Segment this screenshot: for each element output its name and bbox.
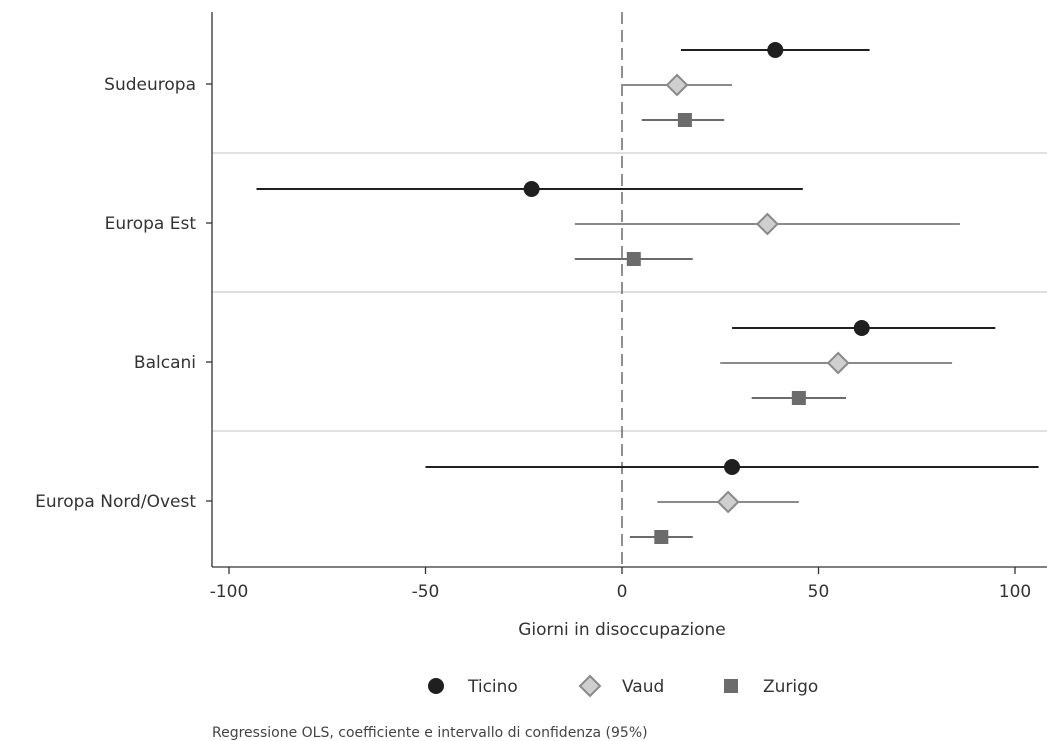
category-label-balcani: Balcani (134, 353, 196, 373)
point-ticino-balcani (853, 320, 870, 336)
point-ticino-sudeuropa (767, 42, 784, 58)
point-vaud-balcani (826, 351, 850, 375)
legend-label-vaud: Vaud (622, 677, 664, 697)
axes (211, 12, 1047, 568)
data-marks (256, 42, 1039, 544)
category-separators (212, 152, 1047, 432)
x-tick-label: -50 (412, 582, 440, 602)
legend-label-ticino: Ticino (467, 677, 518, 697)
x-tick-label: 100 (999, 582, 1031, 602)
point-ticino-europa-est (523, 181, 540, 197)
point-zurigo-europa-nord-ovest (654, 530, 669, 544)
point-ticino-europa-nord-ovest (724, 459, 741, 475)
x-axis-ticks: -100 -50 0 50 100 (210, 567, 1031, 602)
point-zurigo-europa-est (626, 252, 641, 266)
point-vaud-europa-nord-ovest (716, 490, 740, 514)
point-vaud-sudeuropa (665, 73, 689, 97)
point-vaud-europa-est (755, 212, 779, 236)
y-axis-categories: Sudeuropa Europa Est Balcani Europa Nord/Ov… (35, 75, 212, 512)
legend-label-zurigo: Zurigo (763, 677, 818, 697)
category-label-europa-est: Europa Est (105, 214, 197, 234)
category-label-sudeuropa: Sudeuropa (104, 75, 196, 95)
legend-marker-zurigo (724, 679, 738, 693)
x-axis-title: Giorni in disoccupazione (518, 620, 726, 640)
legend: Ticino Vaud Zurigo (428, 674, 818, 698)
x-tick-label: -100 (210, 582, 249, 602)
x-tick-label: 0 (617, 582, 628, 602)
legend-marker-ticino (428, 678, 444, 694)
legend-marker-vaud (578, 674, 602, 698)
chart-note: Regressione OLS, coefficiente e interval… (212, 725, 648, 741)
category-label-europa-nord-ovest: Europa Nord/Ovest (35, 492, 196, 512)
point-zurigo-sudeuropa (677, 113, 692, 127)
x-tick-label: 50 (808, 582, 830, 602)
point-zurigo-balcani (791, 391, 806, 405)
